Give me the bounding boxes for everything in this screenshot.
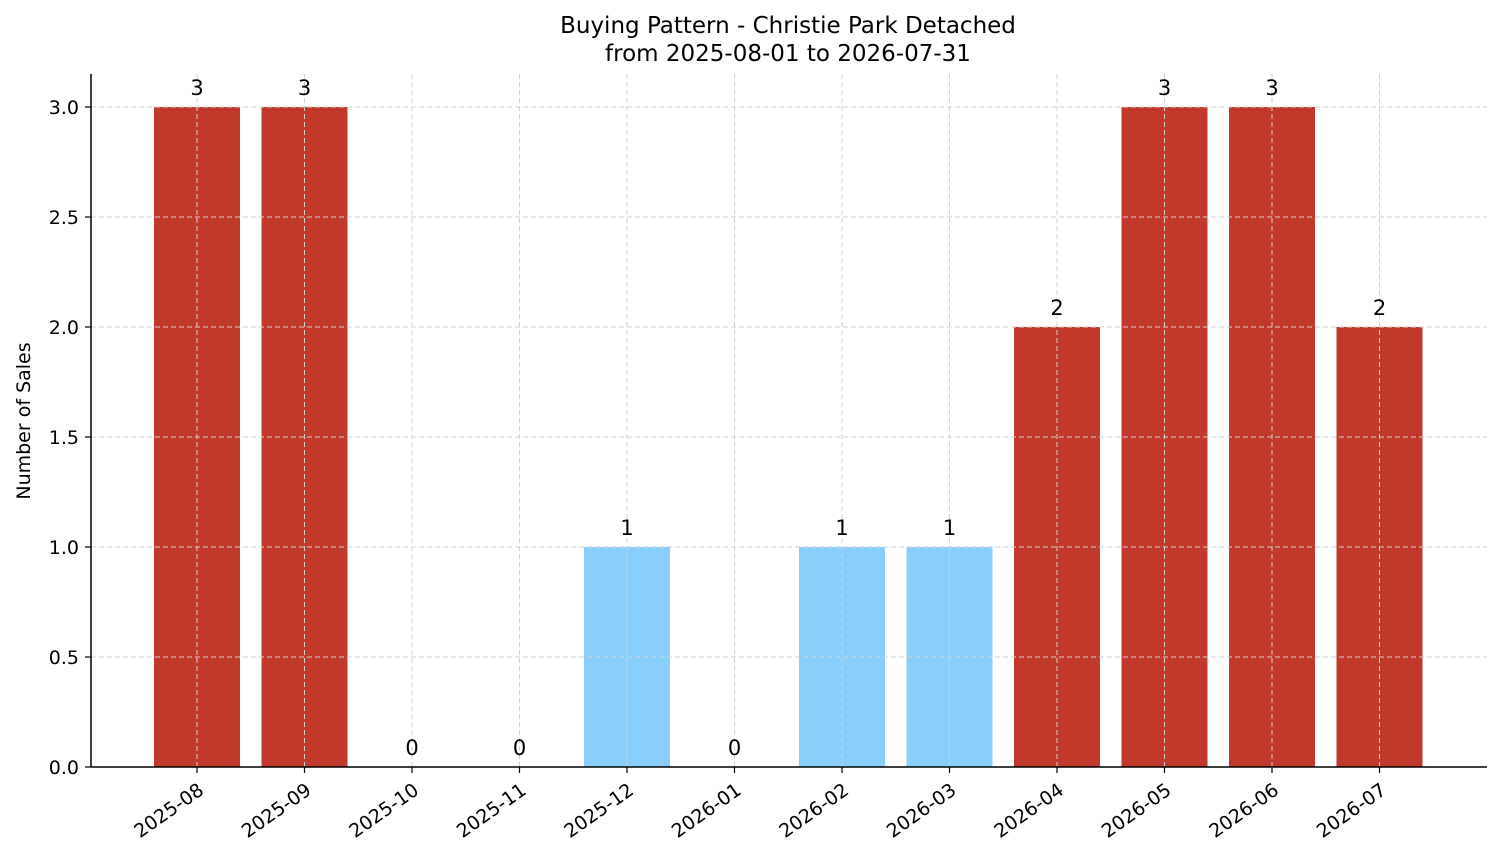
x-tick-label: 2026-02 <box>775 779 853 843</box>
y-tick-label: 0.0 <box>49 757 79 779</box>
y-tick-label: 1.0 <box>49 537 79 559</box>
x-tick-label: 2026-01 <box>668 779 746 843</box>
y-tick-label: 2.0 <box>49 317 79 339</box>
data-label: 1 <box>620 516 633 540</box>
x-tick-label: 2026-05 <box>1098 779 1176 843</box>
data-label: 3 <box>1158 76 1171 100</box>
x-tick-label: 2025-09 <box>238 779 316 843</box>
chart-title: Buying Pattern - Christie Park Detached <box>560 13 1016 39</box>
chart-subtitle: from 2025-08-01 to 2026-07-31 <box>605 41 971 67</box>
x-tick-label: 2026-04 <box>990 779 1068 843</box>
y-axis-label: Number of Sales <box>13 342 35 499</box>
y-tick-label: 2.5 <box>49 207 79 229</box>
data-label: 0 <box>513 736 526 760</box>
x-tick-label: 2025-08 <box>130 779 208 843</box>
data-label: 0 <box>728 736 741 760</box>
y-tick-label: 3.0 <box>49 97 79 119</box>
x-tick-label: 2026-07 <box>1313 779 1391 843</box>
x-tick-label: 2025-11 <box>453 779 531 843</box>
data-label: 1 <box>835 516 848 540</box>
x-tick-label: 2025-12 <box>560 779 638 843</box>
data-label: 3 <box>298 76 311 100</box>
data-label: 3 <box>1265 76 1278 100</box>
x-tick-label: 2025-10 <box>345 779 423 843</box>
axes <box>85 74 1487 773</box>
x-tick-label: 2026-06 <box>1205 779 1283 843</box>
data-label: 3 <box>190 76 203 100</box>
data-label: 0 <box>405 736 418 760</box>
x-tick-label: 2026-03 <box>883 779 961 843</box>
data-label: 2 <box>1373 296 1386 320</box>
data-label: 1 <box>943 516 956 540</box>
grid-lines <box>91 74 1487 768</box>
y-tick-label: 1.5 <box>49 427 79 449</box>
data-label: 2 <box>1050 296 1063 320</box>
y-tick-label: 0.5 <box>49 647 79 669</box>
